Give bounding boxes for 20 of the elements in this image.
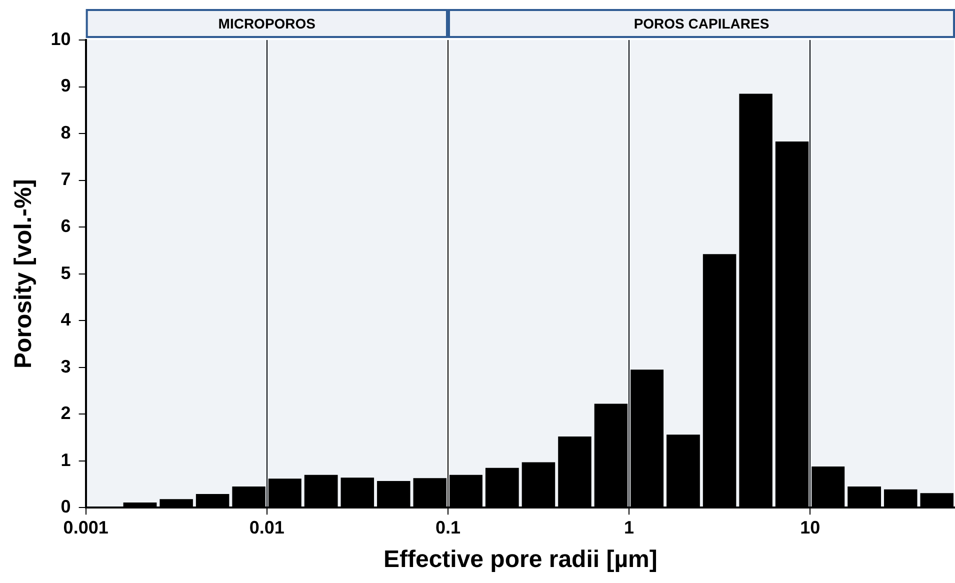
y-tick-label: 1 bbox=[60, 450, 71, 470]
x-tick-label: 0.1 bbox=[435, 517, 460, 538]
y-tick-label: 5 bbox=[60, 262, 71, 283]
y-tick-label: 0 bbox=[60, 496, 71, 517]
y-tick-label: 2 bbox=[60, 403, 71, 424]
y-tick-label: 8 bbox=[60, 122, 71, 142]
y-tick-label: 3 bbox=[60, 356, 71, 376]
y-tick-label: 6 bbox=[60, 216, 71, 236]
y-tick-label: 4 bbox=[60, 310, 71, 330]
x-tick-label: 0.001 bbox=[63, 517, 108, 538]
x-tick-label: 1 bbox=[624, 517, 634, 538]
x-tick-label: 0.01 bbox=[249, 517, 284, 538]
y-tick-label: 9 bbox=[60, 76, 71, 96]
band-label: MICROPOROS bbox=[218, 15, 316, 32]
y-axis-title: Porosity [vol.-%] bbox=[10, 179, 38, 368]
y-tick-label: 10 bbox=[50, 28, 71, 49]
band-label: POROS CAPILARES bbox=[634, 15, 770, 32]
x-axis-title: Effective pore radii [µm] bbox=[383, 546, 658, 574]
x-tick-label: 10 bbox=[800, 517, 820, 538]
y-tick-label: 7 bbox=[60, 169, 71, 190]
